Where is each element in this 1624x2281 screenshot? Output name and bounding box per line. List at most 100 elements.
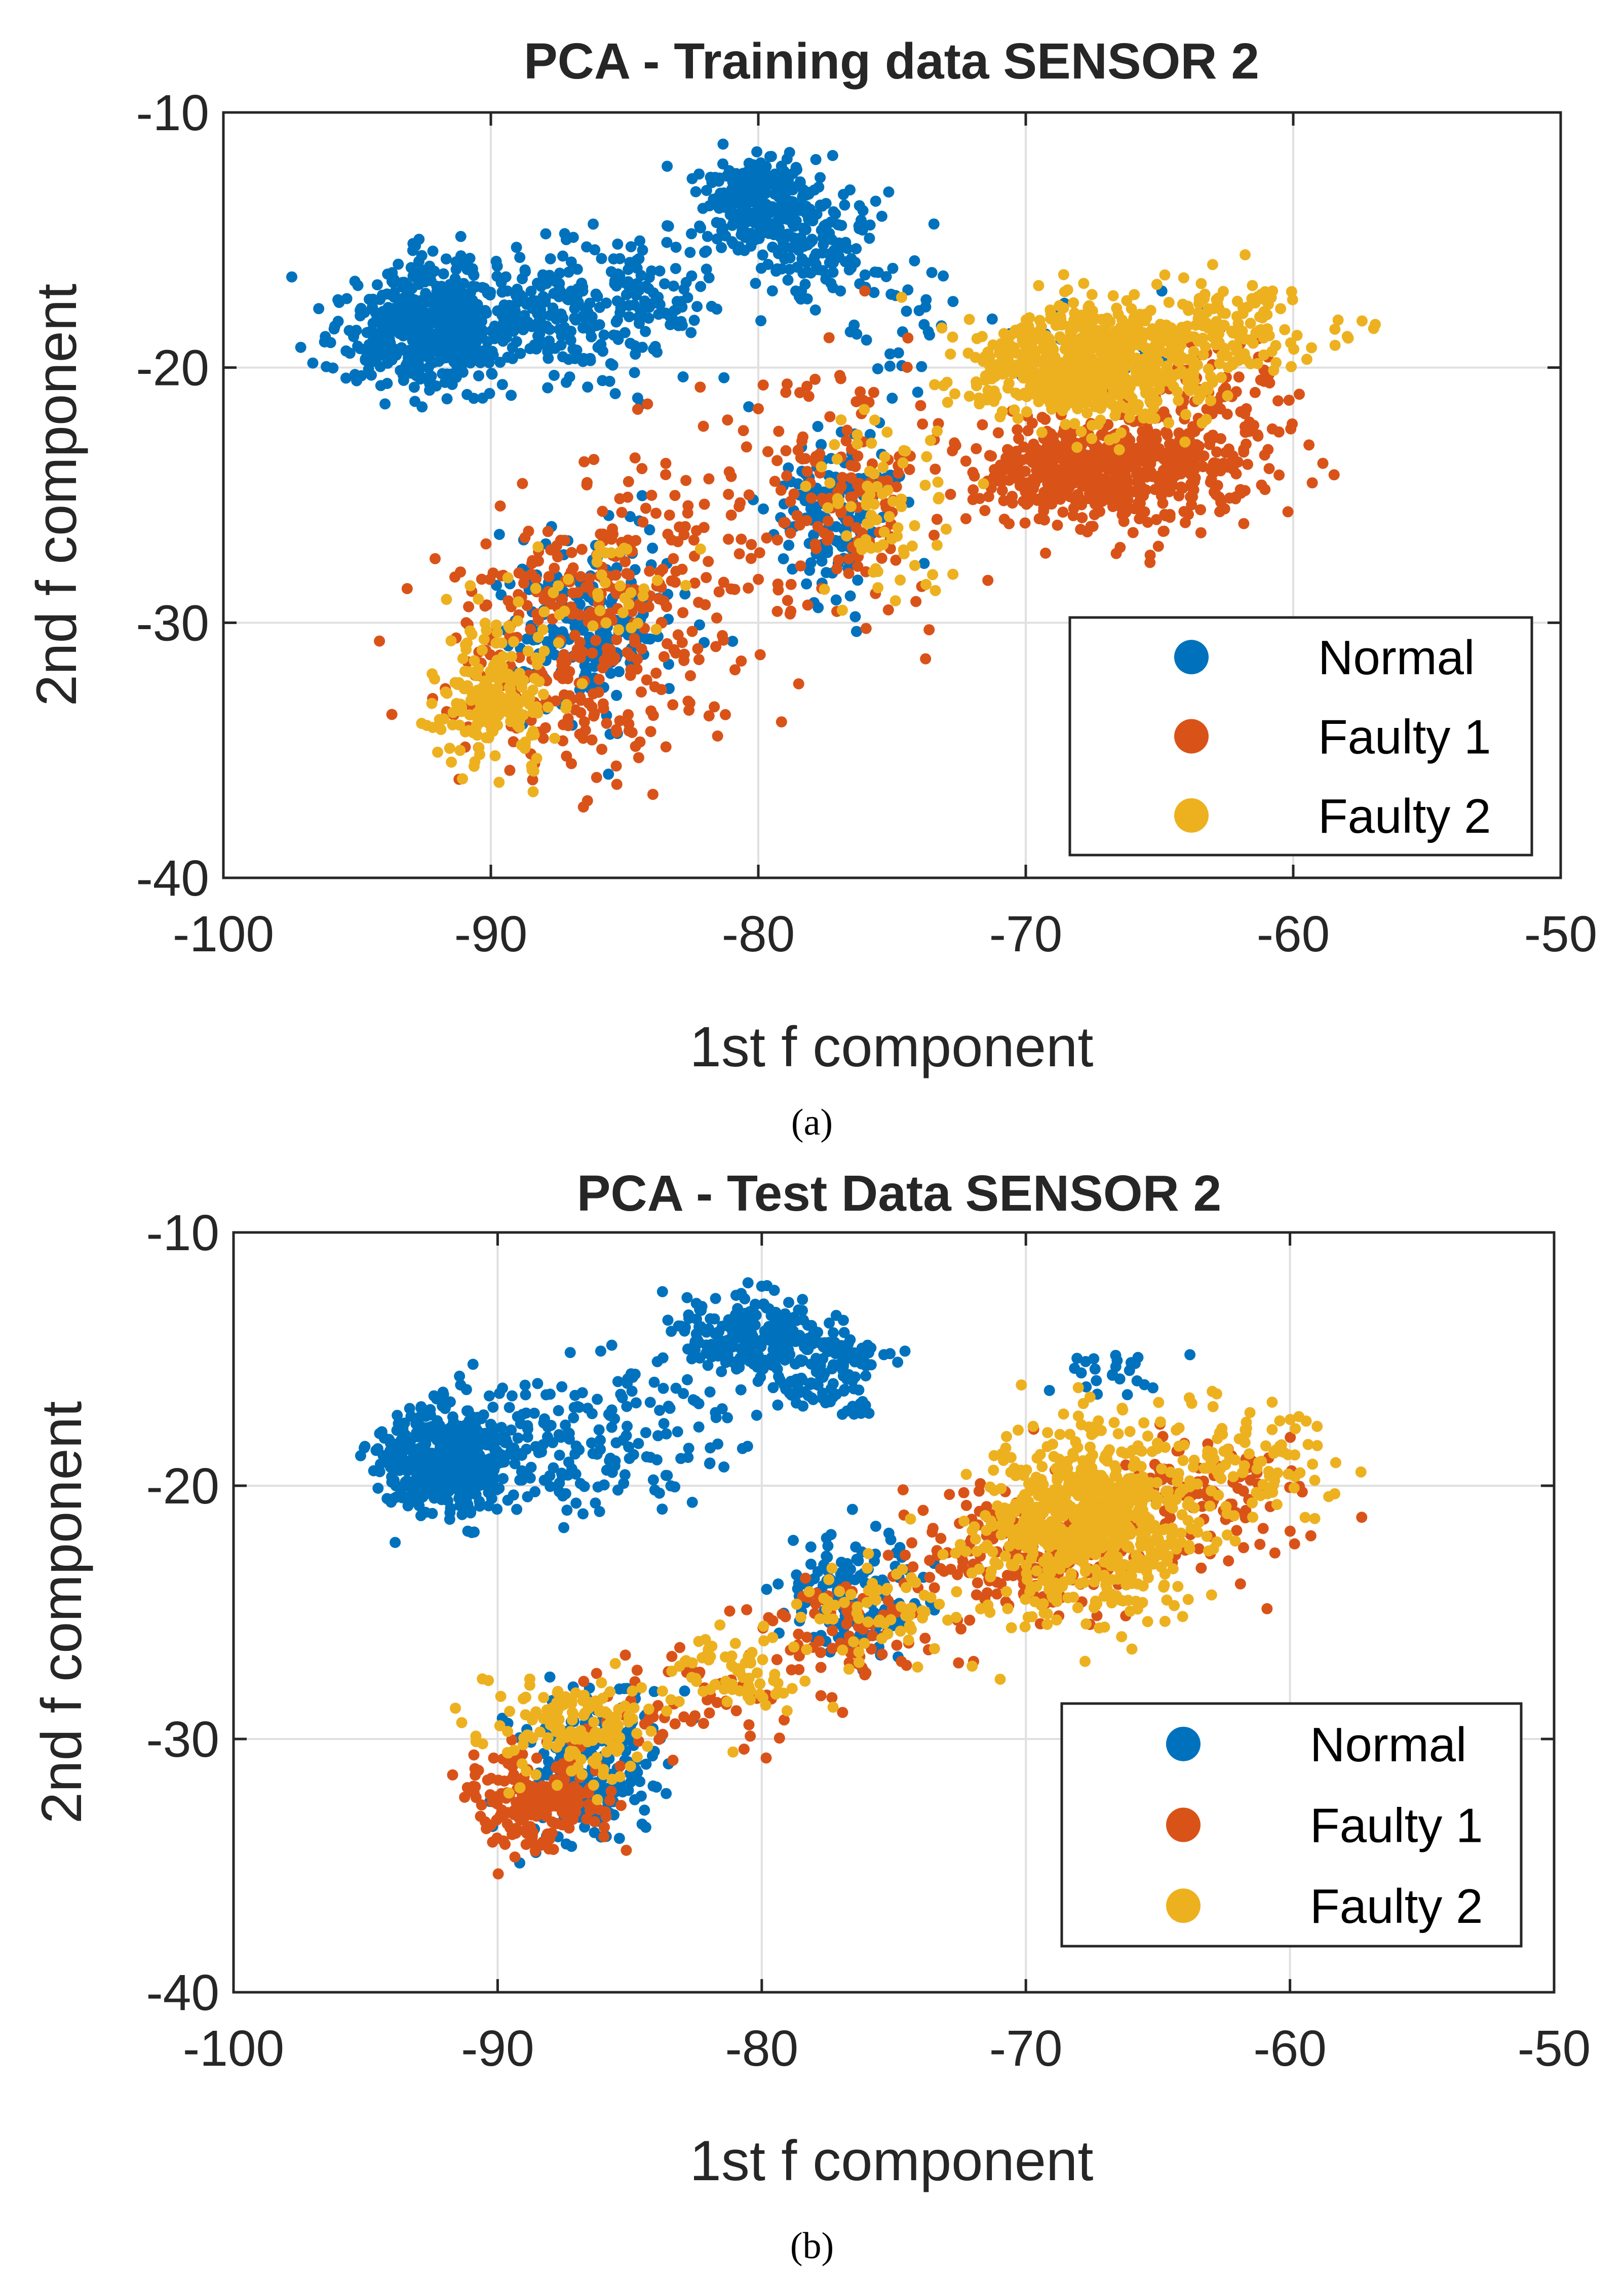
data-point: [636, 463, 648, 475]
data-point: [809, 373, 821, 385]
data-point: [750, 278, 761, 289]
data-point: [1096, 399, 1108, 411]
data-point: [1317, 457, 1329, 469]
data-point: [538, 1475, 550, 1486]
data-point: [549, 732, 560, 744]
data-point: [691, 301, 703, 313]
data-point: [1227, 327, 1239, 339]
data-point: [596, 253, 607, 264]
data-point: [580, 313, 592, 325]
data-point: [805, 267, 817, 279]
data-point: [511, 242, 522, 253]
data-point: [940, 523, 952, 535]
data-point: [654, 1405, 666, 1416]
data-point: [474, 1496, 485, 1507]
data-point: [743, 582, 754, 594]
data-point: [741, 441, 752, 453]
data-point: [751, 1409, 762, 1421]
data-point: [419, 1506, 431, 1518]
data-point: [486, 684, 497, 695]
data-point: [738, 195, 749, 207]
data-point: [367, 301, 378, 313]
data-point: [587, 620, 599, 632]
data-point: [444, 743, 455, 754]
data-point: [768, 171, 780, 182]
data-point: [882, 604, 894, 615]
data-point: [594, 605, 606, 616]
data-point: [490, 255, 502, 267]
data-point: [473, 742, 485, 753]
data-point: [488, 1460, 499, 1472]
data-point: [870, 196, 881, 207]
data-point: [630, 1397, 642, 1409]
data-point: [1052, 519, 1063, 531]
data-point: [452, 1475, 463, 1486]
data-point: [570, 314, 582, 326]
data-point: [942, 397, 953, 408]
data-point: [829, 439, 840, 450]
data-point: [590, 1497, 601, 1509]
data-point: [1153, 383, 1165, 395]
data-point: [1177, 482, 1188, 494]
data-point: [967, 467, 979, 478]
data-point: [929, 529, 940, 541]
data-point: [745, 208, 756, 220]
data-point: [563, 573, 574, 585]
data-point: [1109, 432, 1120, 444]
data-point: [522, 645, 534, 657]
data-point: [727, 636, 739, 647]
data-point: [580, 667, 592, 678]
data-point: [434, 714, 445, 725]
data-point: [1240, 249, 1251, 260]
data-point: [1012, 413, 1024, 424]
data-point: [779, 253, 791, 265]
data-point: [528, 729, 540, 741]
scatter-points: [286, 138, 1381, 813]
data-point: [469, 756, 481, 767]
data-point: [694, 543, 706, 555]
data-point: [1173, 427, 1185, 439]
data-point: [405, 262, 417, 274]
data-point: [614, 253, 626, 264]
data-point: [1231, 311, 1243, 322]
data-point: [677, 607, 689, 618]
data-point: [864, 429, 876, 440]
data-point: [467, 1359, 479, 1370]
data-point: [1120, 336, 1132, 347]
data-point: [629, 340, 640, 352]
data-point: [599, 577, 611, 589]
data-point: [440, 1400, 451, 1412]
data-point: [827, 266, 839, 278]
data-point: [1244, 416, 1255, 428]
data-point: [682, 1452, 694, 1463]
data-point: [637, 244, 648, 256]
data-point: [1213, 292, 1224, 304]
data-point: [1179, 436, 1191, 448]
data-point: [876, 553, 887, 564]
legend-marker: [1174, 719, 1209, 754]
data-point: [558, 649, 570, 661]
data-point: [646, 265, 658, 277]
data-point: [479, 617, 491, 629]
data-point: [496, 1449, 508, 1461]
data-point: [512, 615, 523, 627]
data-point: [493, 706, 505, 717]
data-point: [717, 158, 728, 170]
data-point: [1163, 297, 1175, 308]
data-point: [1215, 496, 1227, 508]
data-point: [566, 758, 577, 769]
data-point: [924, 435, 936, 446]
data-point: [1041, 491, 1053, 502]
y-tick-label: -10: [136, 85, 209, 141]
data-point: [688, 534, 700, 546]
data-point: [1055, 442, 1067, 453]
data-point: [678, 648, 690, 660]
data-point: [1072, 490, 1084, 502]
data-point: [430, 553, 441, 564]
data-point: [633, 318, 645, 329]
data-point: [679, 521, 691, 532]
data-point: [810, 154, 822, 165]
data-point: [693, 597, 705, 608]
data-point: [1113, 444, 1125, 455]
data-point: [882, 485, 894, 496]
